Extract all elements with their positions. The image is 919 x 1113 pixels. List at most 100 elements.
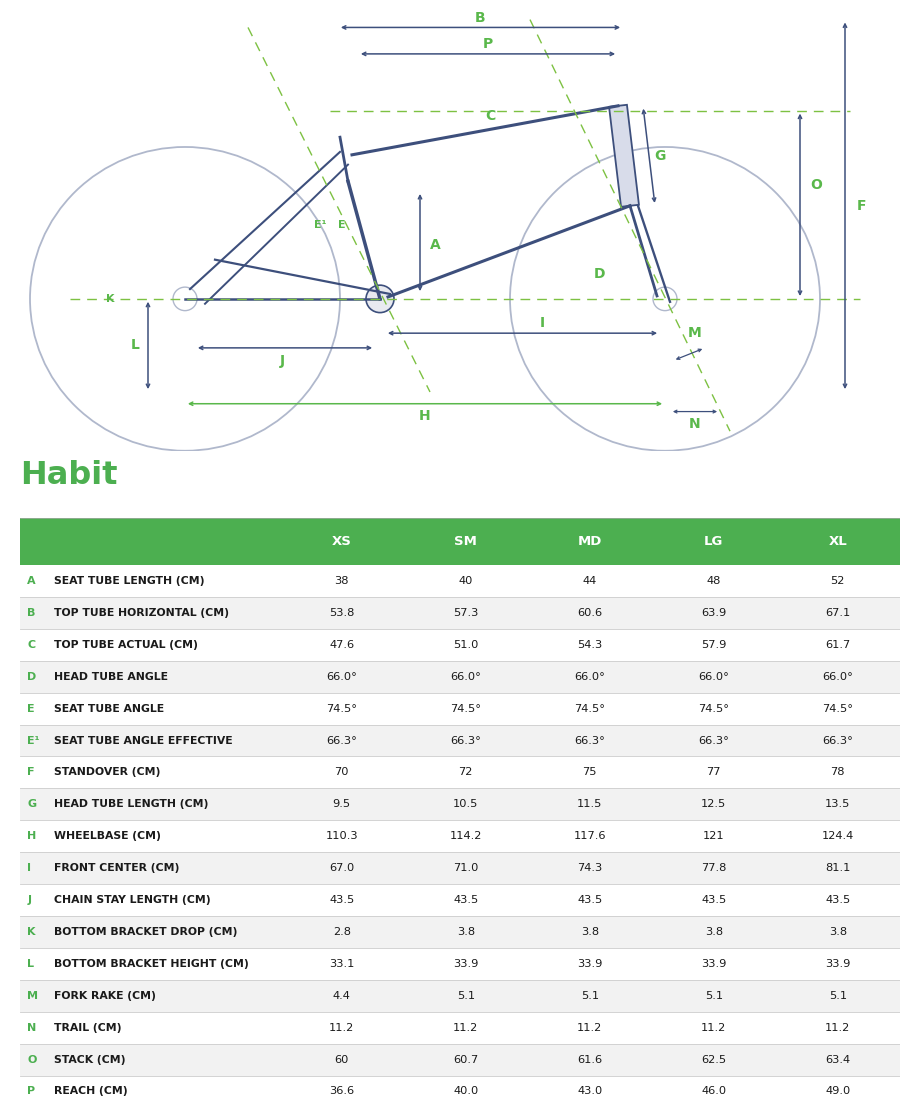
Text: STACK (CM): STACK (CM)	[53, 1055, 125, 1064]
Text: 33.9: 33.9	[824, 959, 849, 968]
Text: 117.6: 117.6	[573, 831, 606, 841]
Text: 43.5: 43.5	[452, 895, 478, 905]
Text: 66.0°: 66.0°	[449, 672, 481, 682]
Bar	[20, 519, 899, 565]
Text: 77.8: 77.8	[700, 864, 726, 874]
Text: 44: 44	[582, 577, 596, 587]
Text: E: E	[28, 703, 35, 713]
Text: E: E	[338, 220, 346, 230]
Text: F: F	[28, 768, 35, 778]
Text: 66.0°: 66.0°	[698, 672, 729, 682]
Text: FRONT CENTER (CM): FRONT CENTER (CM)	[53, 864, 179, 874]
Text: 12.5: 12.5	[700, 799, 726, 809]
Text: 60: 60	[335, 1055, 348, 1064]
Text: 40.0: 40.0	[452, 1086, 478, 1096]
Text: 3.8: 3.8	[580, 927, 598, 937]
Text: 70: 70	[335, 768, 348, 778]
Text: 74.5°: 74.5°	[573, 703, 605, 713]
Text: D: D	[594, 267, 605, 282]
Text: A: A	[28, 577, 36, 587]
Text: 5.1: 5.1	[580, 991, 598, 1001]
Text: SEAT TUBE ANGLE: SEAT TUBE ANGLE	[53, 703, 164, 713]
Bar	[20, 1075, 899, 1107]
Text: 9.5: 9.5	[333, 799, 350, 809]
Bar	[20, 597, 899, 629]
Text: 36.6: 36.6	[329, 1086, 354, 1096]
Text: 66.3°: 66.3°	[573, 736, 605, 746]
Text: 33.9: 33.9	[452, 959, 478, 968]
Text: 71.0: 71.0	[452, 864, 478, 874]
Text: TOP TUBE ACTUAL (CM): TOP TUBE ACTUAL (CM)	[53, 640, 198, 650]
Text: 60.7: 60.7	[452, 1055, 478, 1064]
Bar	[20, 916, 899, 948]
Bar	[20, 853, 899, 884]
Text: BOTTOM BRACKET DROP (CM): BOTTOM BRACKET DROP (CM)	[53, 927, 237, 937]
Text: 78: 78	[830, 768, 844, 778]
Text: O: O	[810, 178, 821, 193]
Text: 61.6: 61.6	[576, 1055, 602, 1064]
Text: I: I	[28, 864, 31, 874]
Text: 66.0°: 66.0°	[573, 672, 605, 682]
Text: 43.5: 43.5	[824, 895, 849, 905]
Text: BOTTOM BRACKET HEIGHT (CM): BOTTOM BRACKET HEIGHT (CM)	[53, 959, 248, 968]
Text: 46.0: 46.0	[700, 1086, 725, 1096]
Text: 72: 72	[458, 768, 472, 778]
Text: 4.4: 4.4	[333, 991, 350, 1001]
Text: TRAIL (CM): TRAIL (CM)	[53, 1023, 121, 1033]
Text: P: P	[482, 37, 493, 51]
Text: 11.2: 11.2	[452, 1023, 478, 1033]
Text: D: D	[28, 672, 37, 682]
Text: XL: XL	[827, 535, 846, 548]
Text: FORK RAKE (CM): FORK RAKE (CM)	[53, 991, 155, 1001]
Text: B: B	[28, 608, 36, 618]
Bar	[20, 788, 899, 820]
Text: 74.3: 74.3	[576, 864, 602, 874]
Bar	[20, 725, 899, 757]
Text: J: J	[279, 354, 284, 367]
Text: 74.5°: 74.5°	[698, 703, 729, 713]
Text: 74.5°: 74.5°	[449, 703, 481, 713]
Text: 110.3: 110.3	[325, 831, 357, 841]
Bar	[20, 979, 899, 1012]
Text: 47.6: 47.6	[329, 640, 354, 650]
Bar	[20, 757, 899, 788]
Text: 5.1: 5.1	[456, 991, 474, 1001]
Text: K: K	[106, 294, 114, 304]
Text: B: B	[474, 11, 485, 24]
Text: XS: XS	[332, 535, 351, 548]
Text: REACH (CM): REACH (CM)	[53, 1086, 127, 1096]
Text: SM: SM	[454, 535, 477, 548]
Text: L: L	[130, 338, 140, 352]
Text: 121: 121	[702, 831, 724, 841]
Text: F: F	[857, 199, 866, 213]
Text: HEAD TUBE LENGTH (CM): HEAD TUBE LENGTH (CM)	[53, 799, 208, 809]
Text: M: M	[28, 991, 39, 1001]
Text: 11.2: 11.2	[700, 1023, 726, 1033]
Text: 75: 75	[582, 768, 596, 778]
Text: CHAIN STAY LENGTH (CM): CHAIN STAY LENGTH (CM)	[53, 895, 210, 905]
Text: H: H	[28, 831, 37, 841]
Text: 81.1: 81.1	[824, 864, 849, 874]
Text: 66.3°: 66.3°	[326, 736, 357, 746]
Text: 74.5°: 74.5°	[822, 703, 852, 713]
Text: 66.3°: 66.3°	[822, 736, 852, 746]
Text: C: C	[484, 109, 494, 122]
Text: 62.5: 62.5	[700, 1055, 725, 1064]
Bar	[20, 820, 899, 853]
Text: G: G	[28, 799, 37, 809]
Text: 52: 52	[830, 577, 844, 587]
Bar	[20, 1012, 899, 1044]
Text: SEAT TUBE LENGTH (CM): SEAT TUBE LENGTH (CM)	[53, 577, 204, 587]
Text: M: M	[687, 326, 701, 341]
Bar	[20, 948, 899, 979]
Text: LG: LG	[703, 535, 722, 548]
Text: 67.1: 67.1	[824, 608, 849, 618]
Text: 38: 38	[335, 577, 348, 587]
Text: MD: MD	[577, 535, 601, 548]
Text: TOP TUBE HORIZONTAL (CM): TOP TUBE HORIZONTAL (CM)	[53, 608, 229, 618]
Bar	[20, 629, 899, 661]
Bar	[20, 1044, 899, 1075]
Text: 66.0°: 66.0°	[326, 672, 357, 682]
Text: I: I	[539, 316, 544, 331]
Bar	[20, 884, 899, 916]
